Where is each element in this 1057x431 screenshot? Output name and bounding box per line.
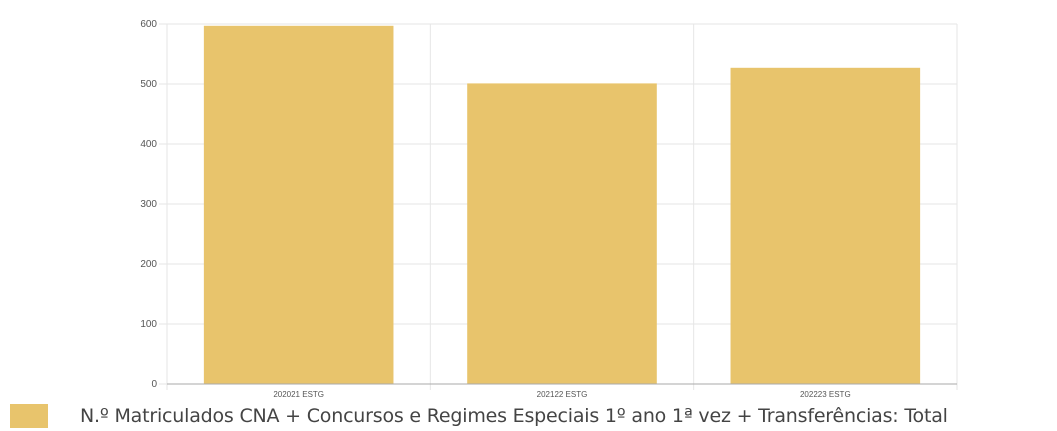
y-tick-label-3: 300: [140, 199, 157, 210]
bar-0[interactable]: [203, 25, 394, 385]
legend-label: N.º Matriculados CNA + Concursos e Regim…: [80, 405, 948, 427]
bar-chart: 0 100 200 300 400 500 600 202021 ESTG 202122 ES…: [140, 19, 958, 399]
y-tick-label-4: 400: [140, 139, 157, 150]
x-tick-label-2: 202223 ESTG: [800, 390, 851, 399]
y-tick-label-1: 100: [140, 319, 157, 330]
y-tick-label-6: 600: [140, 19, 157, 30]
bar-1[interactable]: [467, 83, 657, 385]
bar-2[interactable]: [730, 67, 921, 385]
x-axis: 202021 ESTG 202122 ESTG 202223 ESTG: [167, 383, 957, 399]
x-tick-label-0: 202021 ESTG: [273, 390, 324, 399]
y-tick-label-5: 500: [140, 79, 157, 90]
legend[interactable]: N.º Matriculados CNA + Concursos e Regim…: [10, 404, 948, 428]
y-tick-label-0: 0: [151, 379, 157, 390]
legend-swatch: [10, 404, 48, 428]
x-tick-label-1: 202122 ESTG: [537, 390, 588, 399]
y-axis: 0 100 200 300 400 500 600: [140, 19, 167, 390]
bars: [203, 25, 921, 385]
y-tick-label-2: 200: [140, 259, 157, 270]
